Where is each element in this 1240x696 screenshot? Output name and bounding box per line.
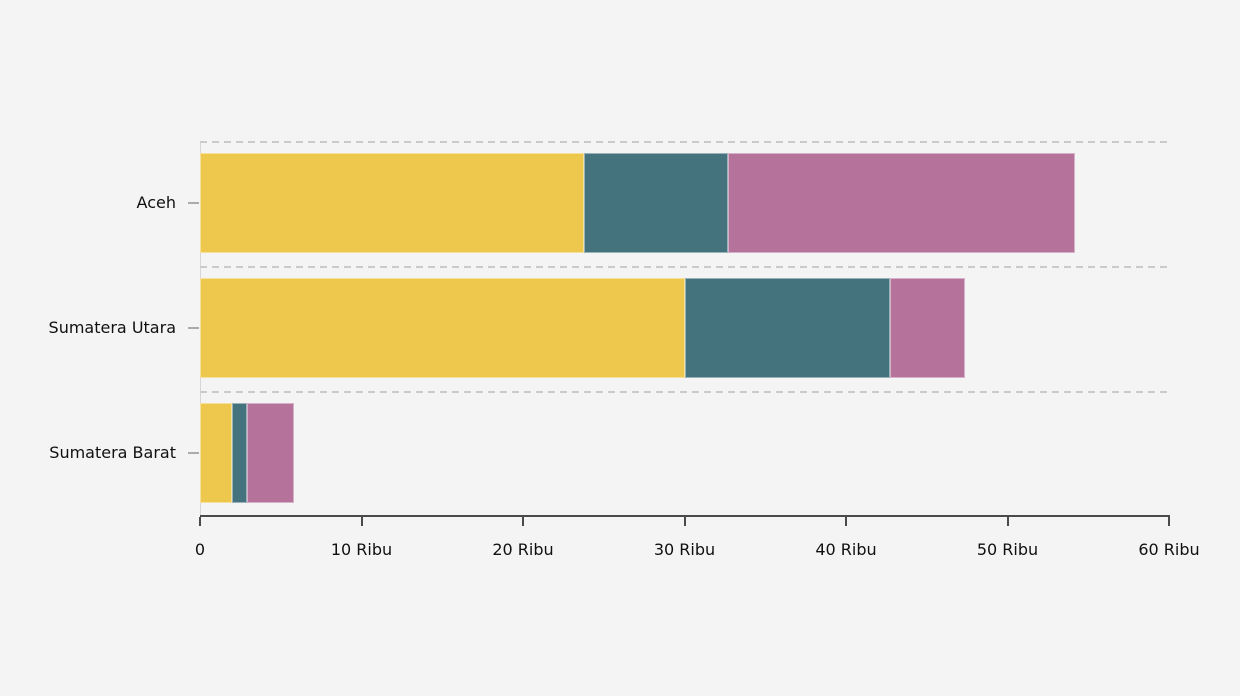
category-label: Sumatera Barat — [49, 443, 176, 462]
x-axis-tick-label: 30 Ribu — [653, 540, 716, 559]
category-tick — [188, 327, 199, 329]
x-axis-tick-label: 60 Ribu — [1138, 540, 1200, 559]
category-tick — [188, 452, 199, 454]
x-axis-tick — [1168, 517, 1170, 526]
x-axis-tick — [1006, 517, 1009, 526]
bar-row — [200, 153, 1169, 253]
bar-segment-segment-teal — [584, 153, 729, 253]
x-axis-tick — [522, 517, 524, 526]
x-axis-tick-label: 20 Ribu — [492, 540, 554, 559]
bar-segment-segment-teal — [684, 278, 890, 378]
bar-segment-segment-yellow — [200, 153, 585, 253]
category-label: Sumatera Utara — [48, 318, 176, 337]
x-axis-tick-label: 50 Ribu — [976, 540, 1039, 559]
bar-row — [200, 278, 1169, 378]
y-axis-labels: Aceh Sumatera Utara Sumatera Barat — [0, 142, 200, 517]
category-tick — [188, 202, 199, 204]
band-separator-gridline — [200, 266, 1169, 268]
bar-segment-segment-yellow — [200, 403, 233, 503]
bar-segment-segment-pink — [246, 403, 294, 503]
bar-segment-segment-yellow — [200, 278, 685, 378]
x-axis-tick-label: 40 Ribu — [815, 540, 877, 559]
category-label: Aceh — [136, 193, 176, 212]
x-axis-tick-label: 0 — [194, 540, 206, 559]
x-axis-tick — [360, 517, 363, 526]
x-axis-tick — [199, 517, 201, 526]
band-separator-gridline — [200, 141, 1169, 143]
bar-segment-segment-teal — [232, 403, 247, 503]
x-axis-tick-label: 10 Ribu — [330, 540, 393, 559]
plot-area — [200, 141, 1169, 517]
bar-segment-segment-pink — [728, 153, 1076, 253]
band-separator-gridline — [200, 515, 1169, 517]
x-axis-tick — [683, 517, 686, 526]
bar-segment-segment-pink — [889, 278, 966, 378]
bar-row — [200, 403, 1169, 503]
band-separator-gridline — [200, 391, 1169, 393]
x-axis-tick — [845, 517, 847, 526]
